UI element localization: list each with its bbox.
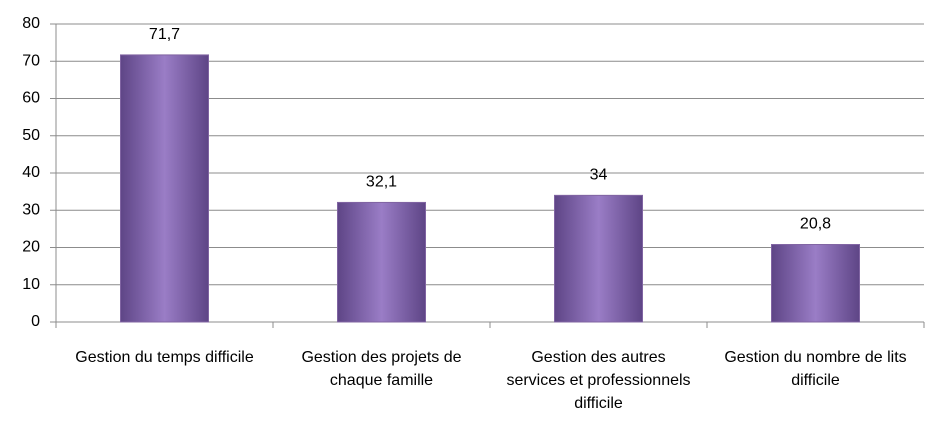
y-tick-label: 80 <box>22 15 40 32</box>
y-tick-label: 30 <box>22 201 40 218</box>
x-tick-label: Gestion des projets de chaque famille <box>301 349 462 389</box>
y-tick-label: 10 <box>22 276 40 293</box>
y-tick-label: 20 <box>22 239 40 256</box>
x-tick-label: Gestion du temps difficile <box>75 349 254 366</box>
bar <box>120 54 209 323</box>
bar <box>337 201 426 323</box>
value-label: 20,8 <box>800 216 831 233</box>
y-tick-label: 0 <box>31 313 40 330</box>
y-tick-label: 40 <box>22 164 40 181</box>
x-tick-label: Gestion des autres services et professio… <box>506 349 691 412</box>
value-label: 34 <box>590 167 608 184</box>
bar <box>554 194 643 323</box>
x-tick-label: Gestion du nombre de lits difficile <box>724 349 907 389</box>
bar <box>771 244 860 323</box>
y-tick-label: 50 <box>22 127 40 144</box>
y-tick-label: 60 <box>22 90 40 107</box>
value-label: 71,7 <box>149 26 180 43</box>
y-tick-label: 70 <box>22 52 40 69</box>
value-label: 32,1 <box>366 174 397 191</box>
